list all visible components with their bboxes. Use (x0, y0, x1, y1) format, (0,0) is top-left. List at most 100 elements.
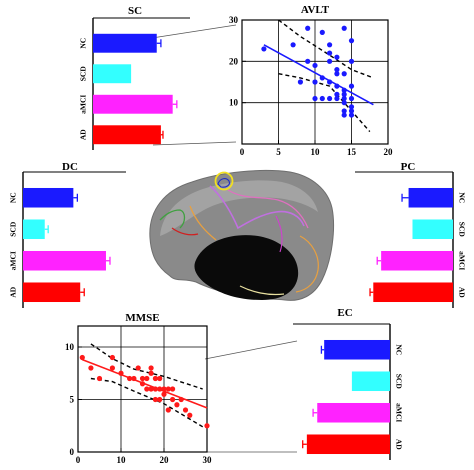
bar (351, 371, 390, 392)
x-tick-label: 0 (76, 455, 81, 465)
data-point (319, 95, 325, 102)
data-point (144, 386, 150, 392)
y-tick-label: 0 (70, 447, 75, 457)
category-label: SCD (9, 221, 18, 237)
category-label: SCD (394, 374, 403, 390)
data-point (348, 83, 355, 89)
region-outline (227, 189, 309, 229)
data-point (327, 79, 333, 85)
data-point (148, 386, 154, 392)
category-label: AD (457, 287, 466, 298)
x-tick-label: 20 (384, 147, 394, 157)
connector-line (204, 340, 298, 360)
panel-title: EC (337, 307, 352, 319)
x-tick-label: 10 (311, 147, 321, 157)
y-tick-label: 10 (229, 98, 239, 108)
panel-title: PC (401, 161, 416, 173)
data-point (127, 375, 133, 382)
data-point (305, 58, 311, 64)
data-point (161, 386, 167, 392)
ci-upper-line (278, 19, 374, 79)
data-point (135, 365, 141, 371)
data-point (327, 42, 333, 48)
data-point (312, 79, 318, 85)
y-tick-label: 5 (70, 395, 75, 405)
roi-marker (217, 178, 230, 188)
bar (23, 187, 74, 208)
data-point (187, 412, 193, 418)
category-label: AD (9, 286, 18, 297)
category-label: aMCI (457, 251, 466, 270)
data-point (139, 381, 146, 387)
bar-panel-dc: DC NC SCD aMCI AD (9, 161, 126, 308)
regression-line (263, 44, 374, 106)
ci-lower-line (278, 73, 371, 133)
data-point (131, 375, 137, 382)
scatter-panel-avlt: AVLT 0 5 10 15 20 10 20 30 (229, 4, 393, 157)
region-outline (275, 215, 283, 253)
y-tick-label: 20 (229, 56, 239, 66)
data-point (341, 87, 347, 93)
region-outline (209, 185, 305, 230)
data-point (341, 112, 347, 118)
data-point (341, 25, 347, 31)
bar (408, 187, 453, 208)
data-point (157, 396, 163, 403)
data-point (348, 104, 355, 110)
data-point (334, 67, 340, 73)
data-point (312, 62, 318, 69)
data-point (109, 365, 115, 371)
data-point (182, 407, 189, 413)
data-point (144, 375, 150, 382)
bar-panel-pc: PC NC SCD aMCI AD (355, 161, 466, 308)
bar (373, 282, 453, 303)
region-outline (171, 227, 199, 236)
bar-panel-sc: SC NC SCD aMCI AD (79, 5, 190, 150)
data-point (109, 354, 115, 361)
data-point (148, 370, 154, 376)
brain-surface (149, 169, 335, 301)
data-point (327, 95, 333, 102)
data-point (319, 29, 325, 35)
data-point (204, 423, 210, 429)
bar (93, 94, 173, 114)
data-point (174, 402, 180, 408)
data-point (348, 112, 355, 118)
region-outline (159, 209, 186, 229)
category-label: aMCI (79, 95, 88, 114)
connector-lines (151, 24, 298, 453)
category-label: NC (457, 192, 466, 203)
category-label: AD (394, 439, 403, 450)
region-outline (295, 235, 319, 293)
data-point (261, 46, 267, 52)
data-point (341, 100, 347, 106)
region-outline (189, 205, 217, 241)
bar (324, 339, 390, 360)
data-point (161, 391, 167, 397)
x-tick-label: 15 (347, 147, 357, 157)
plot-frame (77, 325, 208, 453)
data-point (96, 375, 103, 382)
data-point (341, 108, 347, 114)
data-point (334, 54, 340, 60)
connector-line (152, 141, 237, 146)
data-point (88, 365, 94, 371)
bar (23, 282, 81, 303)
data-point (319, 75, 325, 81)
data-point (341, 91, 347, 97)
scatter-panel-mmse: MMSE 0 10 20 30 0 5 10 (65, 312, 212, 465)
y-tick-label: 30 (229, 15, 239, 25)
bar (306, 434, 390, 455)
data-point (157, 386, 163, 392)
data-point (341, 71, 347, 77)
ci-upper-line (90, 343, 203, 390)
connector-line (151, 24, 237, 39)
bar (23, 250, 106, 271)
x-tick-label: 0 (240, 147, 245, 157)
data-point (348, 58, 355, 64)
data-point (290, 42, 296, 48)
bar (412, 219, 453, 240)
data-point (139, 375, 146, 382)
data-point (178, 396, 184, 403)
